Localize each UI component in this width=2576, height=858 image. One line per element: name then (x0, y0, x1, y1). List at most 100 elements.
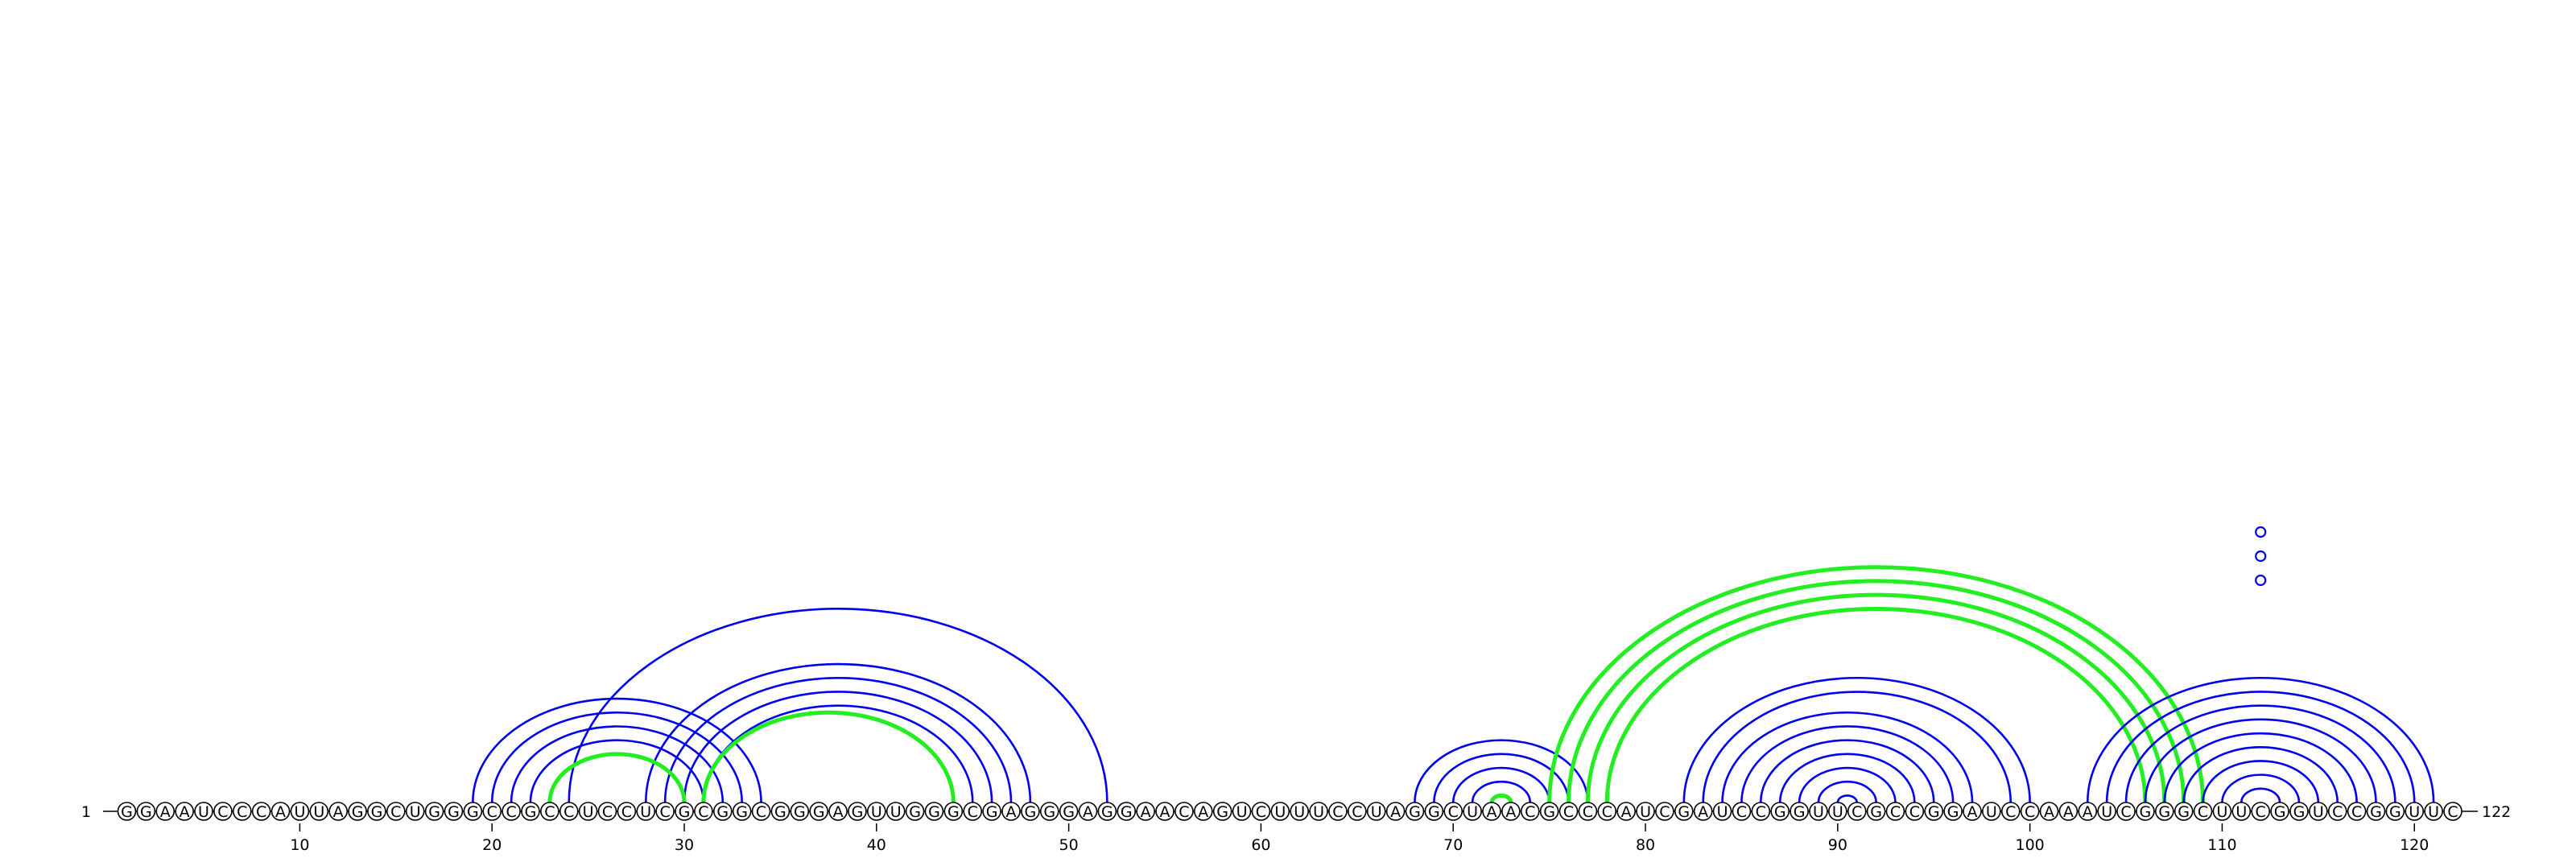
nucleotide-circle (1193, 802, 1213, 821)
base-pair-arc (1817, 781, 1877, 803)
nucleotide-letter: C (602, 803, 613, 821)
nucleotide: C (1905, 802, 1925, 821)
nucleotide: C (617, 802, 637, 821)
nucleotide-circle (290, 802, 310, 821)
nucleotide: C (1328, 802, 1348, 821)
nucleotide: A (1001, 802, 1021, 821)
nucleotide-letter: A (1967, 803, 1977, 821)
nucleotide: G (521, 802, 540, 821)
nucleotide-letter: G (1101, 803, 1113, 821)
axis-tick-label: 110 (2207, 836, 2236, 854)
nucleotide-circle (1366, 802, 1386, 821)
nucleotide-circle (1655, 802, 1674, 821)
base-pair-arc (2182, 746, 2339, 803)
nucleotide: A (1078, 802, 1098, 821)
nucleotide-letter: C (1525, 803, 1535, 821)
nucleotide: U (2231, 802, 2252, 821)
nucleotide-circle (982, 802, 1001, 821)
nucleotide-circle (2097, 802, 2116, 821)
nucleotide: G (770, 802, 791, 821)
nucleotide-circle (251, 802, 271, 821)
nucleotide-circle (1405, 802, 1425, 821)
nucleotide: G (675, 802, 694, 821)
nucleotide-letter: C (1448, 803, 1459, 821)
nucleotide-letter: G (2158, 803, 2170, 821)
nucleotide: U (1636, 802, 1655, 821)
nucleotide-circle (2231, 802, 2252, 821)
axis-tick-label: 80 (1636, 836, 1655, 854)
nucleotide: G (982, 802, 1001, 821)
nucleotide-letter: C (487, 803, 497, 821)
nucleotide: U (2097, 802, 2116, 821)
nucleotide-letter: C (1756, 803, 1766, 821)
end-position-label: 122 (2482, 803, 2511, 821)
nucleotide-letter: C (2332, 803, 2343, 821)
nucleotide: U (1290, 802, 1309, 821)
nucleotide: U (1366, 802, 1386, 821)
nucleotide-letter: C (217, 803, 228, 821)
nucleotide-circle (1348, 802, 1367, 821)
axis-tick-label: 100 (2016, 836, 2045, 854)
nucleotide-letter: A (833, 803, 844, 821)
base-pair-arc (1836, 794, 1859, 803)
nucleotide-letter: C (2447, 803, 2458, 821)
nucleotide: G (136, 802, 156, 821)
nucleotide-letter: C (968, 803, 978, 821)
nucleotide: C (2193, 802, 2213, 821)
nucleotide: G (848, 802, 867, 821)
nucleotide-circle (617, 802, 637, 821)
nucleotide: A (1193, 802, 1213, 821)
nucleotide-letter: U (1717, 803, 1728, 821)
nucleotide-circle (1078, 802, 1098, 821)
nucleotide-circle (1251, 802, 1271, 821)
nucleotide-letter: G (1025, 803, 1037, 821)
nucleotide-circle (2366, 802, 2386, 821)
nucleotide: U (2424, 802, 2443, 821)
nucleotide-letter: C (1736, 803, 1747, 821)
nucleotide: G (2385, 802, 2405, 821)
nucleotide: A (1963, 802, 1982, 821)
nucleotide-letter: U (2428, 803, 2439, 821)
nucleotide-circle (1155, 802, 1174, 821)
base-pair-arc (568, 608, 1108, 803)
nucleotide-circle (1385, 802, 1406, 821)
nucleotide-circle (1059, 802, 1079, 821)
nucleotide-letter: U (1986, 803, 1997, 821)
nucleotide: G (790, 802, 810, 821)
nucleotide-letter: G (947, 803, 960, 821)
nucleotide-circle (2174, 802, 2194, 821)
nucleotide-letter: U (2101, 803, 2112, 821)
nucleotide: C (694, 802, 713, 821)
nucleotide-letter: C (1256, 803, 1266, 821)
nucleotide: U (1809, 802, 1828, 821)
nucleotide: C (1174, 802, 1194, 821)
nucleotide-letter: A (1083, 803, 1093, 821)
nucleotide-circle (175, 802, 194, 821)
nucleotide: C (213, 802, 233, 821)
nucleotide-circle (1443, 802, 1463, 821)
nucleotide-letter: G (1870, 803, 1882, 821)
nucleotide: G (732, 802, 752, 821)
nucleotide-letter: A (1486, 803, 1496, 821)
nucleotide-circle (1174, 802, 1194, 821)
nucleotide-circle (1424, 802, 1444, 821)
nucleotide: U (1309, 802, 1328, 821)
nucleotide-letter: C (506, 803, 516, 821)
nucleotide-circle (482, 802, 502, 821)
nucleotide-letter: C (621, 803, 632, 821)
nucleotide-letter: U (1640, 803, 1651, 821)
base-pair-arc (529, 739, 705, 803)
nucleotide-letter: C (2256, 803, 2266, 821)
base-pair-arc (2202, 760, 2320, 803)
nucleotide-circle (1482, 802, 1501, 821)
nucleotide-circle (1943, 802, 1963, 821)
nucleotide-circle (1809, 802, 1828, 821)
nucleotide-letter: C (256, 803, 266, 821)
nucleotide: C (540, 802, 559, 821)
base-pair-arc (1740, 725, 1955, 803)
nucleotide-letter: G (1678, 803, 1690, 821)
nucleotide: C (1520, 802, 1540, 821)
nucleotide-circle (559, 802, 579, 821)
